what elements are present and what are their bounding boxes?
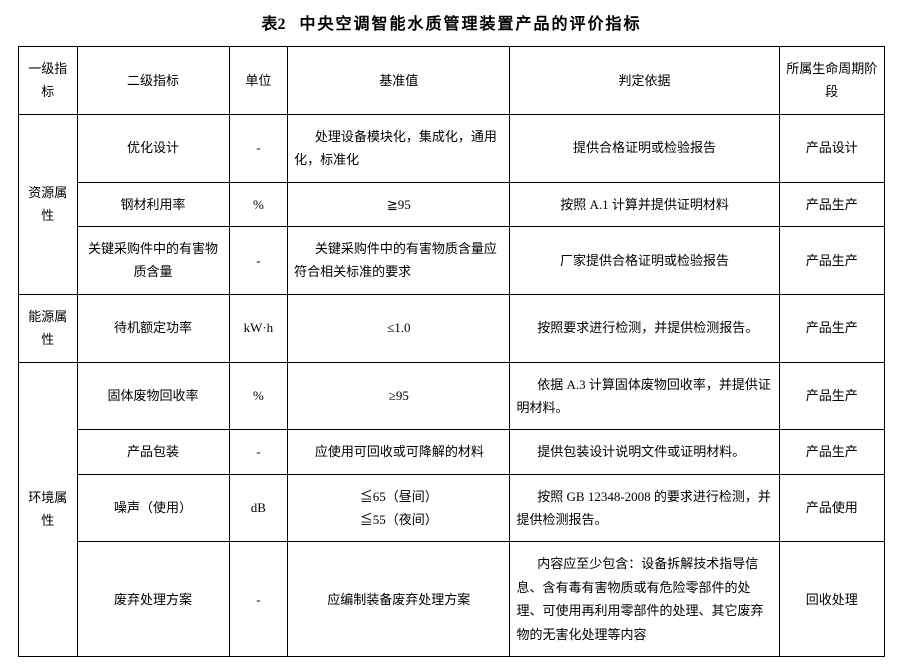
header-c5: 判定依据 bbox=[510, 47, 779, 115]
phase-cell: 产品生产 bbox=[779, 182, 884, 226]
header-c2: 二级指标 bbox=[77, 47, 229, 115]
judge-cell: 厂家提供合格证明或检验报告 bbox=[510, 226, 779, 294]
header-c1: 一级指标 bbox=[19, 47, 78, 115]
judge-cell: 提供包装设计说明文件或证明材料。 bbox=[510, 430, 779, 474]
l2-cell: 钢材利用率 bbox=[77, 182, 229, 226]
header-c4: 基准值 bbox=[288, 47, 510, 115]
judge-cell: 内容应至少包含：设备拆解技术指导信息、含有毒有害物质或有危险零部件的处理、可使用… bbox=[510, 542, 779, 657]
phase-cell: 回收处理 bbox=[779, 542, 884, 657]
table-title: 表2 中央空调智能水质管理装置产品的评价指标 bbox=[18, 10, 885, 34]
phase-cell: 产品设计 bbox=[779, 114, 884, 182]
phase-cell: 产品生产 bbox=[779, 294, 884, 362]
base-cell: ≤1.0 bbox=[288, 294, 510, 362]
unit-cell: - bbox=[229, 430, 288, 474]
unit-cell: - bbox=[229, 114, 288, 182]
phase-cell: 产品生产 bbox=[779, 362, 884, 430]
base-cell: 应编制装备废弃处理方案 bbox=[288, 542, 510, 657]
unit-cell: kW·h bbox=[229, 294, 288, 362]
base-cell: 处理设备模块化，集成化，通用化，标准化 bbox=[288, 114, 510, 182]
header-c6: 所属生命周期阶段 bbox=[779, 47, 884, 115]
header-c3: 单位 bbox=[229, 47, 288, 115]
judge-cell: 按照要求进行检测，并提供检测报告。 bbox=[510, 294, 779, 362]
base-cell: 关键采购件中的有害物质含量应符合相关标准的要求 bbox=[288, 226, 510, 294]
judge-cell: 按照 GB 12348-2008 的要求进行检测，并提供检测报告。 bbox=[510, 474, 779, 542]
l1-cell: 能源属性 bbox=[19, 294, 78, 362]
unit-cell: dB bbox=[229, 474, 288, 542]
base-cell: ≧95 bbox=[288, 182, 510, 226]
l1-cell: 环境属性 bbox=[19, 362, 78, 657]
l2-cell: 废弃处理方案 bbox=[77, 542, 229, 657]
judge-cell: 提供合格证明或检验报告 bbox=[510, 114, 779, 182]
unit-cell: % bbox=[229, 182, 288, 226]
base-cell: 应使用可回收或可降解的材料 bbox=[288, 430, 510, 474]
unit-cell: - bbox=[229, 542, 288, 657]
base-cell: ≦65（昼间）≦55（夜间） bbox=[288, 474, 510, 542]
phase-cell: 产品生产 bbox=[779, 430, 884, 474]
phase-cell: 产品使用 bbox=[779, 474, 884, 542]
l2-cell: 待机额定功率 bbox=[77, 294, 229, 362]
evaluation-table: 一级指标二级指标单位基准值判定依据所属生命周期阶段资源属性优化设计-处理设备模块… bbox=[18, 46, 885, 657]
unit-cell: % bbox=[229, 362, 288, 430]
l2-cell: 固体废物回收率 bbox=[77, 362, 229, 430]
l2-cell: 噪声（使用） bbox=[77, 474, 229, 542]
l2-cell: 产品包装 bbox=[77, 430, 229, 474]
phase-cell: 产品生产 bbox=[779, 226, 884, 294]
judge-cell: 按照 A.1 计算并提供证明材料 bbox=[510, 182, 779, 226]
l2-cell: 优化设计 bbox=[77, 114, 229, 182]
base-cell: ≥95 bbox=[288, 362, 510, 430]
title-prefix: 表2 bbox=[261, 16, 285, 33]
title-text: 中央空调智能水质管理装置产品的评价指标 bbox=[300, 16, 642, 33]
unit-cell: - bbox=[229, 226, 288, 294]
judge-cell: 依据 A.3 计算固体废物回收率，并提供证明材料。 bbox=[510, 362, 779, 430]
l2-cell: 关键采购件中的有害物质含量 bbox=[77, 226, 229, 294]
l1-cell: 资源属性 bbox=[19, 114, 78, 294]
